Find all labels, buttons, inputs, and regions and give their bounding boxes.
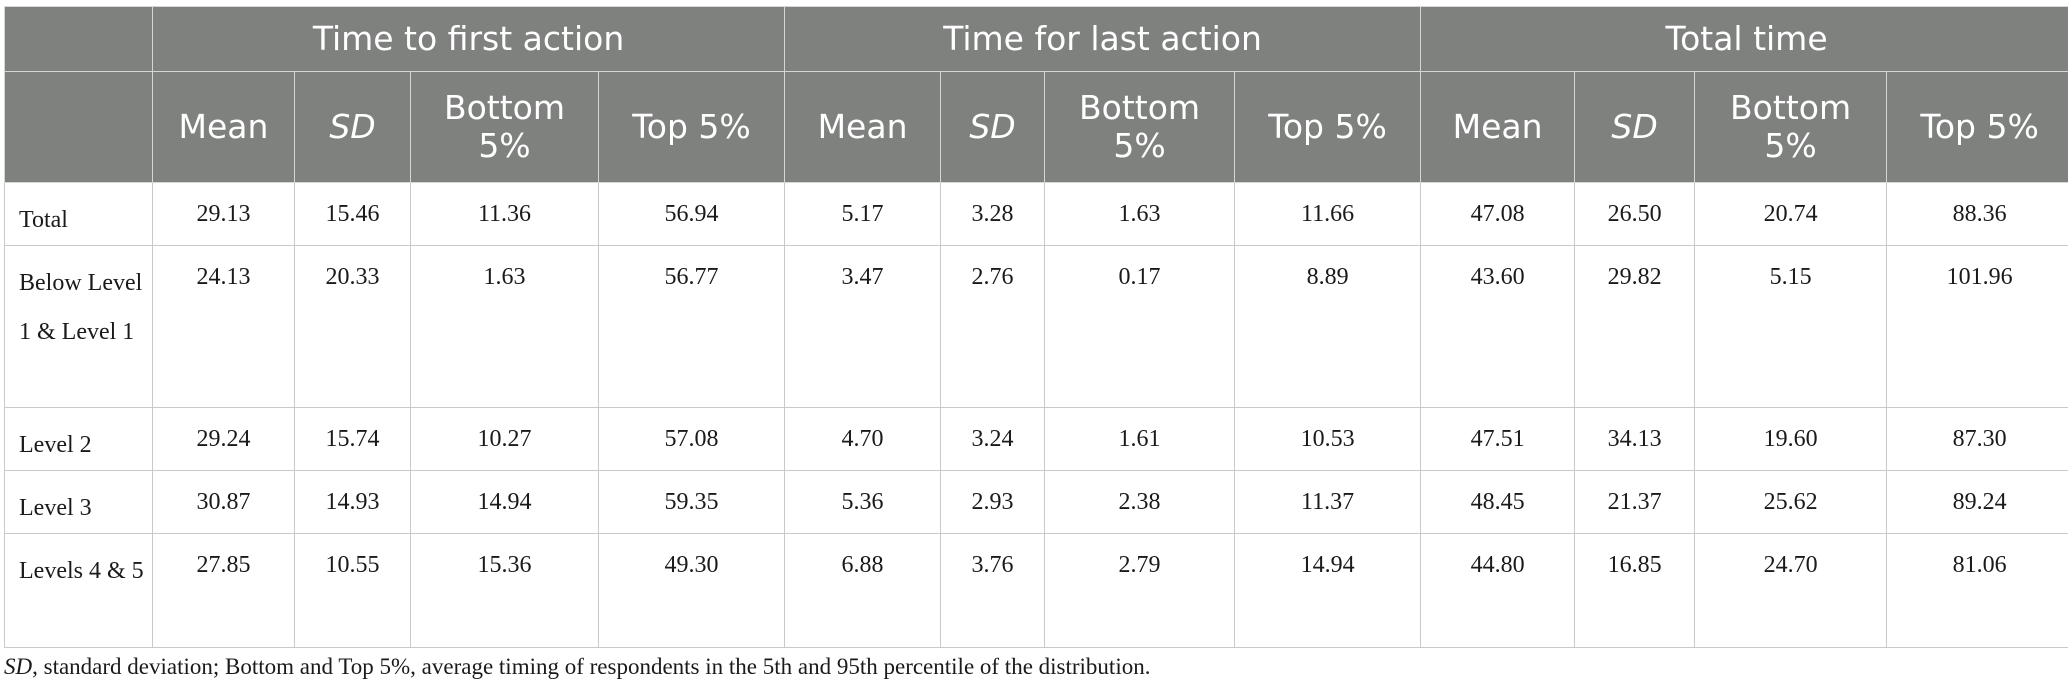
table-cell: 87.30 — [1886, 407, 2068, 471]
table-cell: 15.36 — [410, 533, 599, 648]
table-cell: 20.74 — [1694, 182, 1888, 246]
table-cell: 1.63 — [1044, 182, 1236, 246]
table-cell: 2.93 — [940, 470, 1046, 534]
table-cell: 81.06 — [1886, 533, 2068, 648]
corner-cell — [4, 6, 153, 72]
group-header-total-time: Total time — [1420, 6, 2068, 72]
table-cell: 14.93 — [294, 470, 411, 534]
table-row: Total 29.13 15.46 11.36 56.94 5.17 3.28 1.63 11.… — [4, 182, 2068, 246]
table-cell: 24.13 — [152, 245, 295, 408]
table-cell: 10.27 — [410, 407, 599, 471]
table-cell: 59.35 — [597, 470, 786, 534]
table-cell: 89.24 — [1886, 470, 2068, 534]
col-header-mean: Mean — [784, 71, 942, 183]
table-cell: 34.13 — [1574, 407, 1696, 471]
table-cell: 101.96 — [1886, 245, 2068, 408]
table-cell: 11.66 — [1234, 182, 1422, 246]
col-header-mean: Mean — [152, 71, 295, 183]
table-cell: 16.85 — [1574, 533, 1696, 648]
row-label: Level 2 — [4, 407, 153, 471]
table-cell: 2.38 — [1044, 470, 1236, 534]
group-header-first-action: Time to first action — [151, 6, 786, 72]
table-cell: 48.45 — [1420, 470, 1576, 534]
table-cell: 27.85 — [152, 533, 295, 648]
footnote-abbr: SD — [4, 654, 33, 679]
col-header-bottom5: Bottom 5% — [410, 71, 599, 183]
col-header-sd: SD — [940, 71, 1046, 183]
table-cell: 47.08 — [1420, 182, 1576, 246]
col-header-sd: SD — [294, 71, 411, 183]
table-body: Total 29.13 15.46 11.36 56.94 5.17 3.28 1.63 11.… — [4, 182, 2068, 648]
row-label: Total — [4, 182, 153, 246]
table-cell: 10.55 — [294, 533, 411, 648]
table-cell: 5.36 — [784, 470, 942, 534]
table-cell: 21.37 — [1574, 470, 1696, 534]
table-cell: 43.60 — [1420, 245, 1576, 408]
row-label: Levels 4 & 5 — [4, 533, 153, 648]
subheader-row: Mean SD Bottom 5% Top 5% Mean SD Bottom … — [4, 71, 2068, 183]
table-cell: 88.36 — [1886, 182, 2068, 246]
table-cell: 8.89 — [1234, 245, 1422, 408]
table-cell: 49.30 — [597, 533, 786, 648]
group-header-row: Time to first action Time for last actio… — [4, 6, 2068, 72]
col-header-mean: Mean — [1420, 71, 1576, 183]
table-cell: 56.77 — [597, 245, 786, 408]
table-footnote: SD, standard deviation; Bottom and Top 5… — [4, 654, 1150, 680]
table-cell: 29.82 — [1574, 245, 1696, 408]
col-header-top5: Top 5% — [1886, 71, 2068, 183]
table-cell: 26.50 — [1574, 182, 1696, 246]
table-cell: 11.36 — [410, 182, 599, 246]
timing-table-container: Time to first action Time for last actio… — [4, 6, 2068, 648]
corner-cell-lower — [4, 71, 153, 183]
table-cell: 29.24 — [152, 407, 295, 471]
table-cell: 25.62 — [1694, 470, 1888, 534]
table-cell: 15.74 — [294, 407, 411, 471]
table-cell: 11.37 — [1234, 470, 1422, 534]
table-cell: 6.88 — [784, 533, 942, 648]
table-cell: 3.28 — [940, 182, 1046, 246]
table-row: Level 3 30.87 14.93 14.94 59.35 5.36 2.93 2.38 1… — [4, 470, 2068, 534]
table-cell: 2.76 — [940, 245, 1046, 408]
table-cell: 3.76 — [940, 533, 1046, 648]
table-cell: 2.79 — [1044, 533, 1236, 648]
table-cell: 14.94 — [410, 470, 599, 534]
table-cell: 56.94 — [597, 182, 786, 246]
table-cell: 4.70 — [784, 407, 942, 471]
table-cell: 15.46 — [294, 182, 411, 246]
row-label: Level 3 — [4, 470, 153, 534]
table-cell: 1.63 — [410, 245, 599, 408]
col-header-sd: SD — [1574, 71, 1696, 183]
table-row: Levels 4 & 5 27.85 10.55 15.36 49.30 6.88 3.76… — [4, 533, 2068, 648]
timing-table: Time to first action Time for last actio… — [4, 6, 2068, 648]
table-cell: 5.15 — [1694, 245, 1888, 408]
table-cell: 44.80 — [1420, 533, 1576, 648]
table-cell: 5.17 — [784, 182, 942, 246]
table-row: Below Level 1 & Level 1 24.13 20.33 1.63 56.… — [4, 245, 2068, 408]
table-cell: 29.13 — [152, 182, 295, 246]
table-cell: 24.70 — [1694, 533, 1888, 648]
table-cell: 14.94 — [1234, 533, 1422, 648]
table-cell: 57.08 — [597, 407, 786, 471]
col-header-top5: Top 5% — [1234, 71, 1422, 183]
table-cell: 47.51 — [1420, 407, 1576, 471]
table-cell: 10.53 — [1234, 407, 1422, 471]
table-cell: 1.61 — [1044, 407, 1236, 471]
table-cell: 3.24 — [940, 407, 1046, 471]
table-cell: 19.60 — [1694, 407, 1888, 471]
table-cell: 20.33 — [294, 245, 411, 408]
group-header-last-action: Time for last action — [784, 6, 1422, 72]
col-header-bottom5: Bottom 5% — [1694, 71, 1888, 183]
table-cell: 30.87 — [152, 470, 295, 534]
table-cell: 0.17 — [1044, 245, 1236, 408]
col-header-bottom5: Bottom 5% — [1044, 71, 1236, 183]
col-header-top5: Top 5% — [597, 71, 786, 183]
table-cell: 3.47 — [784, 245, 942, 408]
table-row: Level 2 29.24 15.74 10.27 57.08 4.70 3.24 1.61 1… — [4, 407, 2068, 471]
row-label: Below Level 1 & Level 1 — [4, 245, 153, 408]
footnote-text: , standard deviation; Bottom and Top 5%,… — [32, 654, 1151, 679]
